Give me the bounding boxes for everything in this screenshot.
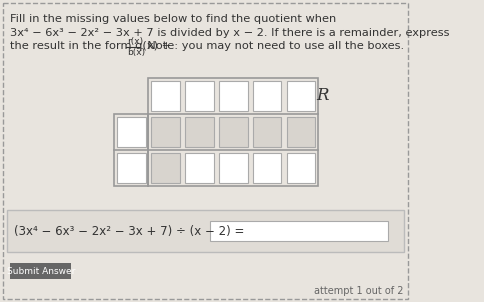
Text: R: R xyxy=(317,88,329,104)
Bar xyxy=(253,153,281,183)
Bar xyxy=(114,114,149,186)
Bar xyxy=(151,117,180,147)
Bar xyxy=(219,153,247,183)
Bar xyxy=(253,81,281,111)
Bar xyxy=(149,78,318,186)
Bar xyxy=(117,117,146,147)
Bar xyxy=(185,81,213,111)
Bar xyxy=(287,117,316,147)
Text: Submit Answer: Submit Answer xyxy=(6,266,75,275)
Text: 3x⁴ − 6x³ − 2x² − 3x + 7 is divided by x − 2. If there is a remainder, express: 3x⁴ − 6x³ − 2x² − 3x + 7 is divided by x… xyxy=(10,27,450,37)
Bar xyxy=(287,153,316,183)
Text: Fill in the missing values below to find the quotient when: Fill in the missing values below to find… xyxy=(10,14,336,24)
Bar xyxy=(287,81,316,111)
Text: b(x): b(x) xyxy=(127,48,145,57)
Bar xyxy=(185,153,213,183)
Bar xyxy=(10,263,71,279)
Bar xyxy=(253,117,281,147)
Text: . Note: you may not need to use all the boxes.: . Note: you may not need to use all the … xyxy=(140,41,405,51)
Bar xyxy=(219,117,247,147)
Bar xyxy=(151,153,180,183)
Bar xyxy=(185,117,213,147)
Bar xyxy=(7,210,404,252)
Bar xyxy=(219,81,247,111)
Text: attempt 1 out of 2: attempt 1 out of 2 xyxy=(314,286,404,296)
Text: (3x⁴ − 6x³ − 2x² − 3x + 7) ÷ (x − 2) =: (3x⁴ − 6x³ − 2x² − 3x + 7) ÷ (x − 2) = xyxy=(14,224,244,237)
Bar xyxy=(117,153,146,183)
Text: the result in the form q(x) +: the result in the form q(x) + xyxy=(10,41,175,51)
Bar xyxy=(151,81,180,111)
Bar xyxy=(210,221,388,241)
Text: r(x): r(x) xyxy=(127,37,143,46)
